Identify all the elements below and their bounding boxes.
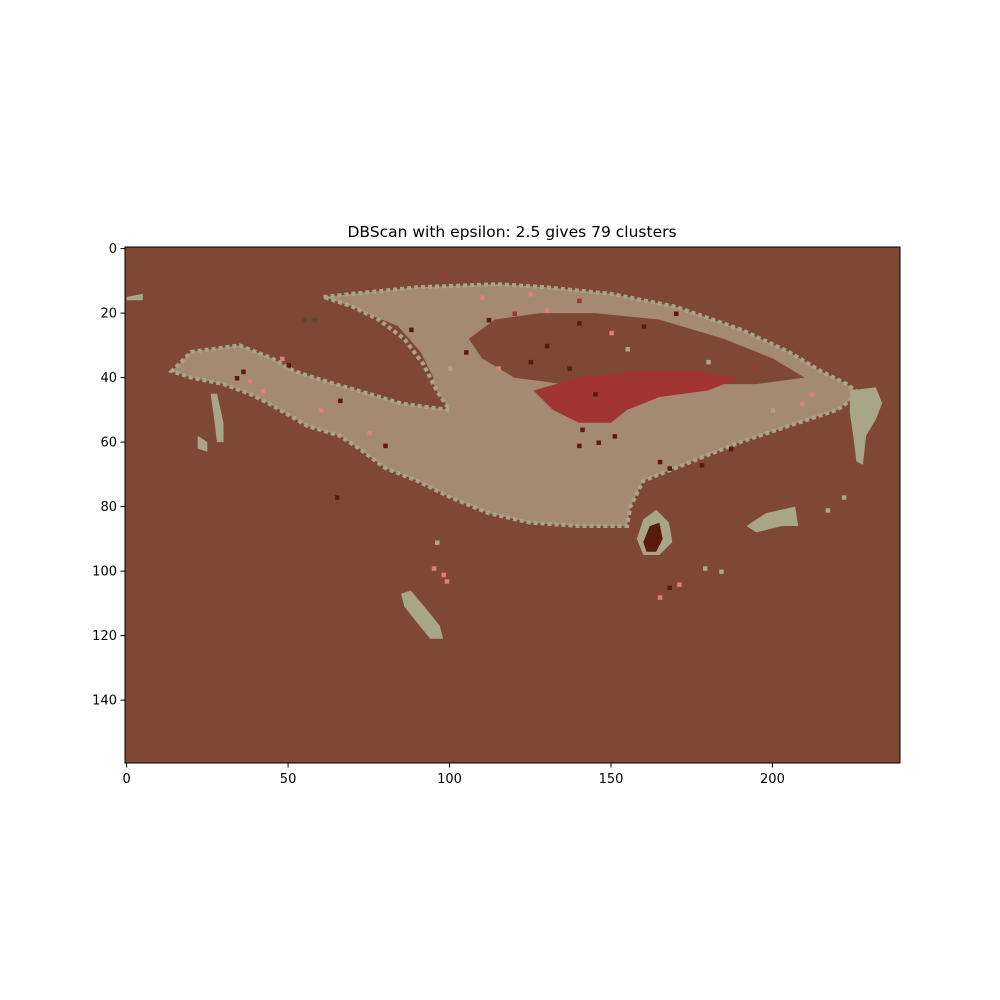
cluster-speck (334, 495, 340, 500)
y-tick-label: 100 (92, 565, 117, 580)
cluster-speck (512, 311, 517, 316)
cluster-region-windshield-hole (313, 313, 434, 404)
cluster-speck (577, 321, 582, 326)
cluster-speck (435, 540, 440, 545)
cluster-region-roof-hole (468, 313, 805, 385)
cluster-speck (770, 408, 776, 413)
cluster-speck (496, 366, 501, 371)
y-tick-label: 40 (100, 371, 117, 386)
y-tick-label: 120 (92, 629, 117, 644)
cluster-speck (596, 440, 601, 445)
x-tick-label: 150 (599, 772, 624, 787)
cluster-speck (444, 579, 450, 584)
cluster-speck (383, 443, 388, 449)
y-tick-label: 60 (100, 436, 117, 451)
cluster-region-rear-bumper-fragment (746, 506, 799, 533)
cluster-speck (528, 359, 534, 365)
chart-title: DBScan with epsilon: 2.5 gives 79 cluste… (347, 223, 676, 241)
cluster-speck (318, 408, 324, 413)
cluster-speck (677, 582, 682, 587)
y-tick-label: 20 (100, 307, 117, 322)
cluster-region-front-lower-fragment (401, 590, 444, 639)
cluster-speck (234, 376, 240, 381)
cluster-speck (719, 569, 724, 574)
cluster-speck (703, 566, 708, 571)
x-tick-label: 100 (437, 772, 462, 787)
cluster-speck (486, 317, 492, 323)
y-tick-label: 140 (92, 694, 117, 709)
cluster-speck (609, 330, 614, 336)
y-tick-label: 80 (100, 500, 117, 515)
cluster-speck (674, 311, 679, 316)
cluster-speck (577, 298, 582, 304)
x-tick-label: 200 (760, 772, 785, 787)
cluster-speck (706, 359, 711, 365)
cluster-speck (657, 459, 663, 465)
cluster-speck (241, 369, 246, 375)
cluster-speck (286, 363, 291, 368)
cluster-speck (544, 343, 550, 349)
cluster-speck (667, 585, 672, 591)
cluster-speck (577, 443, 582, 449)
cluster-speck (799, 401, 805, 407)
cluster-speck (809, 392, 815, 397)
cluster-speck (409, 327, 414, 333)
cluster-region-left-edge-speck (126, 293, 143, 301)
cluster-region-mirror-fragment (197, 435, 208, 452)
axes: 0 50 100 150 200 0 20 40 60 80 100 120 140 (92, 242, 901, 787)
cluster-speck (247, 379, 253, 384)
cluster-speck (338, 398, 343, 404)
cluster-speck (431, 566, 437, 571)
cluster-speck (625, 347, 630, 352)
cluster-speck (657, 595, 663, 600)
cluster-speck (464, 350, 469, 355)
cluster-region-side-window (533, 371, 741, 423)
cluster-speck (825, 508, 831, 513)
cluster-speck (528, 292, 534, 297)
cluster-speck (544, 308, 550, 313)
cluster-region-rear-light (849, 387, 883, 465)
cluster-speck (754, 366, 760, 371)
cluster-speck (567, 366, 572, 371)
cluster-speck (480, 295, 485, 300)
plot-area (125, 247, 900, 763)
cluster-speck (699, 463, 705, 468)
axes-frame (124, 246, 901, 764)
cluster-speck (612, 434, 618, 439)
cluster-speck (260, 388, 266, 394)
cluster-rim (168, 282, 863, 528)
cluster-speck (641, 324, 647, 329)
cluster-speck (667, 466, 672, 471)
y-tick-label: 0 (109, 242, 117, 257)
cluster-speck (302, 317, 308, 323)
cluster-speck (841, 495, 847, 500)
cluster-speck (728, 446, 734, 452)
cluster-speck (441, 272, 446, 278)
x-tick-label: 0 (122, 772, 130, 787)
cluster-speck (441, 572, 446, 578)
cluster-speck (447, 366, 453, 371)
cluster-speck (593, 392, 598, 397)
cluster-speck (280, 356, 285, 362)
cluster-speck (580, 427, 585, 433)
cluster-speck (367, 430, 372, 436)
cluster-region-rear-wheel-core (643, 522, 663, 552)
cluster-region-front-edge-fragment (210, 393, 224, 443)
cluster-speck (312, 317, 317, 323)
x-tick-label: 50 (280, 772, 297, 787)
